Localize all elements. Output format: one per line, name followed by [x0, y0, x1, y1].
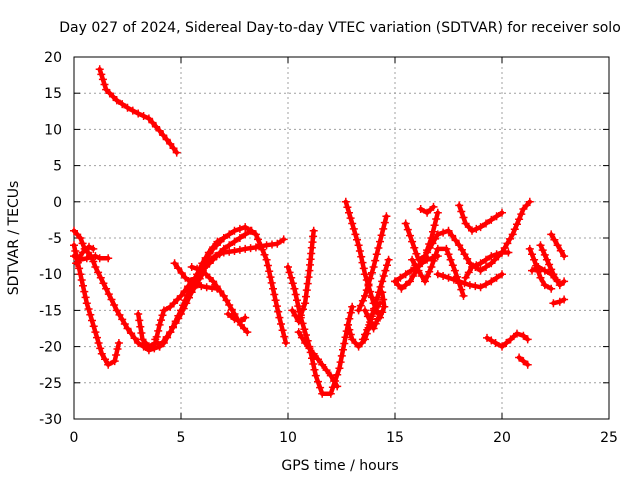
y-axis: 20 15 10 5 0 -5 -10 -15 -20 -25 -30: [39, 50, 609, 428]
series-28: [483, 329, 532, 351]
series-27: [461, 248, 513, 282]
y-tick-label: 5: [53, 159, 62, 175]
plus-markers: [224, 310, 250, 326]
y-tick-label: -25: [39, 376, 62, 392]
plus-markers: [198, 234, 228, 268]
series-23: [408, 244, 468, 300]
series-7: [170, 259, 222, 293]
plus-markers: [455, 201, 506, 235]
series-4: [72, 242, 98, 268]
series-11: [224, 310, 250, 326]
series-14: [294, 328, 342, 391]
data-series: [70, 65, 569, 398]
y-tick-label: 0: [53, 195, 62, 211]
x-tick-label: 0: [70, 430, 79, 446]
y-tick-label: -10: [39, 267, 62, 283]
x-tick-label: 15: [386, 430, 404, 446]
plus-markers: [416, 202, 438, 217]
plus-markers: [547, 230, 569, 261]
plus-markers: [433, 270, 506, 292]
plus-markers: [549, 295, 569, 308]
series-0: [95, 65, 181, 157]
plus-markers: [294, 328, 342, 391]
series-18: [358, 255, 393, 344]
series-32: [536, 241, 569, 290]
series-29: [515, 353, 532, 369]
plus-markers: [170, 259, 222, 293]
chart-title: Day 027 of 2024, Sidereal Day-to-day VTE…: [59, 20, 621, 36]
x-tick-label: 5: [177, 430, 186, 446]
grid: [74, 57, 609, 419]
y-tick-label: 15: [44, 86, 62, 102]
x-axis: 0 5 10 15 20 25: [70, 57, 618, 446]
series-track: [225, 311, 248, 324]
y-axis-label: SDTVAR / TECUs: [6, 181, 22, 296]
series-13: [288, 226, 318, 326]
plus-markers: [95, 65, 181, 157]
y-tick-label: 10: [44, 122, 62, 138]
series-26: [455, 201, 506, 235]
series-19: [361, 306, 384, 333]
plus-markers: [72, 242, 98, 268]
plus-markers: [483, 329, 532, 351]
plus-markers: [461, 248, 513, 282]
plus-markers: [536, 241, 569, 290]
series-34: [549, 295, 569, 308]
series-22: [401, 208, 442, 264]
y-tick-label: -5: [48, 231, 62, 247]
x-axis-label: GPS time / hours: [281, 458, 398, 474]
series-25: [433, 270, 506, 292]
series-17: [354, 212, 391, 315]
plus-markers: [361, 306, 384, 333]
y-tick-label: -20: [39, 340, 62, 356]
x-tick-label: 25: [600, 430, 618, 446]
plus-markers: [194, 235, 288, 282]
series-1: [70, 241, 123, 369]
y-tick-label: 20: [44, 50, 62, 66]
plus-markers: [515, 353, 532, 369]
y-tick-label: -30: [39, 412, 62, 428]
plus-markers: [354, 212, 391, 315]
series-24: [416, 202, 438, 217]
y-tick-label: -15: [39, 303, 62, 319]
x-tick-label: 10: [279, 430, 297, 446]
series-9: [194, 235, 288, 282]
plus-markers: [341, 197, 389, 322]
series-33: [547, 230, 569, 261]
x-tick-label: 20: [493, 430, 511, 446]
plus-markers: [401, 208, 442, 264]
series-10: [198, 234, 228, 268]
plus-markers: [288, 226, 318, 326]
plus-markers: [358, 255, 393, 344]
